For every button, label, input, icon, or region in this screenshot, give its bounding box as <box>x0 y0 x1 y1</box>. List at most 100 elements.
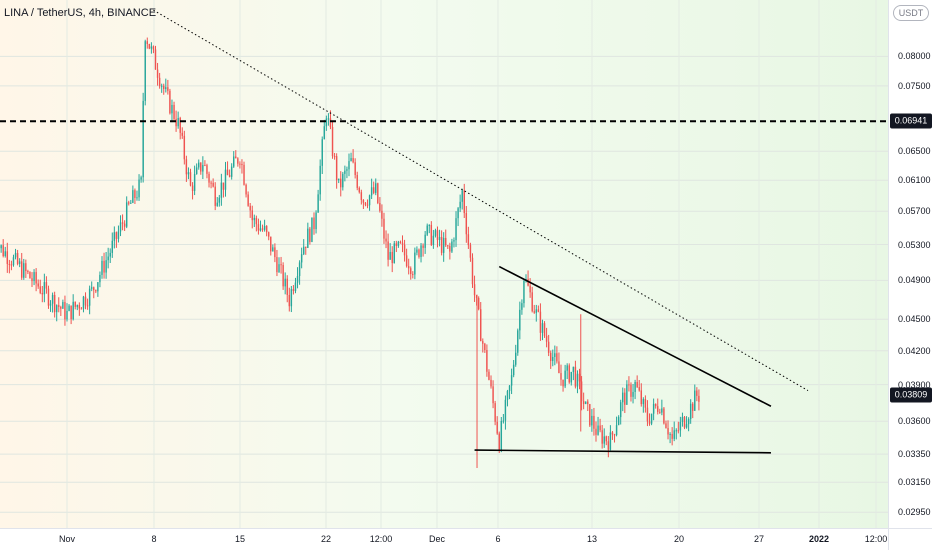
candle-body <box>486 350 488 372</box>
candle-body <box>138 179 140 198</box>
candle-body <box>502 420 505 422</box>
candle-body <box>366 204 369 206</box>
candle-body <box>531 292 533 312</box>
candle-body <box>547 341 550 353</box>
candle-body <box>187 172 190 175</box>
candle-body <box>375 183 377 193</box>
price-tick-label: 0.03350 <box>898 449 931 460</box>
candle-body <box>558 361 560 374</box>
candle-body <box>243 164 245 185</box>
candle-body <box>471 257 474 285</box>
candle-body <box>430 224 433 245</box>
candle-body <box>661 408 663 413</box>
candle-body <box>0 245 2 249</box>
price-tick-label: 0.04200 <box>898 345 931 356</box>
candle-body <box>185 159 188 175</box>
candle-body <box>286 278 288 295</box>
candle-body <box>296 276 299 283</box>
candle-body <box>593 415 595 429</box>
candle-body <box>189 172 192 186</box>
candle-body <box>198 162 200 168</box>
candle-body <box>307 228 309 248</box>
candle-body <box>253 217 256 221</box>
candle-body <box>80 308 83 310</box>
candle-body <box>218 197 221 203</box>
candle-body <box>241 163 243 165</box>
candle-body <box>416 249 418 253</box>
price-chart[interactable] <box>0 0 888 528</box>
time-tick-label: 15 <box>234 534 246 544</box>
candle-body <box>654 403 657 407</box>
candle-body <box>617 417 620 426</box>
candle-body <box>350 158 352 162</box>
candle-body <box>290 289 293 307</box>
candle-body <box>554 353 556 358</box>
time-tick-label: Dec <box>428 534 446 544</box>
candle-body <box>179 118 181 133</box>
time-tick-label: 20 <box>673 534 685 544</box>
candle-body <box>541 323 544 333</box>
candle-body <box>125 202 128 227</box>
candle-body <box>696 390 698 396</box>
time-tick-label: Nov <box>58 534 76 544</box>
candle-body <box>381 210 383 219</box>
candle-body <box>86 305 89 307</box>
candle-body <box>45 282 48 289</box>
candle-body <box>212 182 214 187</box>
time-axis[interactable]: Nov 8 15 22 12:00 Dec 6 13 20 27 2022 12:00 <box>0 528 888 550</box>
candle-body <box>506 390 509 400</box>
candle-body <box>597 425 599 435</box>
candle-body <box>103 260 105 273</box>
candle-body <box>154 49 157 70</box>
candle-body <box>395 243 398 246</box>
currency-badge[interactable]: USDT <box>893 5 929 21</box>
candle-body <box>640 390 642 405</box>
candle-body <box>10 264 13 266</box>
candle-body <box>313 217 315 230</box>
candle-body <box>498 433 500 451</box>
candle-body <box>123 223 126 227</box>
candle-body <box>323 126 326 140</box>
candle-body <box>436 230 439 241</box>
candle-body <box>605 436 608 442</box>
candle-body <box>16 252 19 264</box>
candle-body <box>449 245 451 252</box>
candle-body <box>619 402 622 418</box>
candle-body <box>480 309 482 342</box>
candle-body <box>259 228 262 231</box>
candle-body <box>247 194 249 206</box>
candle-body <box>646 407 649 422</box>
plot-area[interactable]: LINA / TetherUS, 4h, BINANCE <box>0 0 888 528</box>
candle-body <box>685 424 688 428</box>
candle-body <box>249 205 251 211</box>
candle-body <box>490 379 492 387</box>
candle-body <box>442 237 445 253</box>
candle-body <box>165 87 167 89</box>
candle-body <box>99 274 101 283</box>
candle-body <box>60 306 62 309</box>
candle-body <box>599 425 601 431</box>
candle-body <box>29 272 31 279</box>
candle-body <box>508 385 511 391</box>
price-tick-label: 0.03900 <box>898 379 931 390</box>
candle-body <box>319 165 321 195</box>
candle-body <box>665 423 667 429</box>
candle-body <box>101 260 103 275</box>
candle-body <box>356 175 358 188</box>
candle-body <box>591 415 593 426</box>
candle-body <box>412 273 414 275</box>
candle-body <box>630 384 632 397</box>
candle-body <box>494 403 496 422</box>
candle-body <box>130 202 132 204</box>
candle-body <box>368 195 371 206</box>
candle-body <box>576 373 579 387</box>
candle-body <box>33 272 35 282</box>
price-tick-label: 0.05300 <box>898 239 931 250</box>
candle-body <box>206 165 208 174</box>
candle-body <box>659 411 661 413</box>
candle-body <box>49 303 52 306</box>
candle-body <box>173 104 175 119</box>
candle-body <box>504 399 507 421</box>
candle-body <box>64 302 66 320</box>
price-axis[interactable]: USDT 0.08000 0.07500 0.06500 0.06100 0.05700… <box>888 0 932 528</box>
